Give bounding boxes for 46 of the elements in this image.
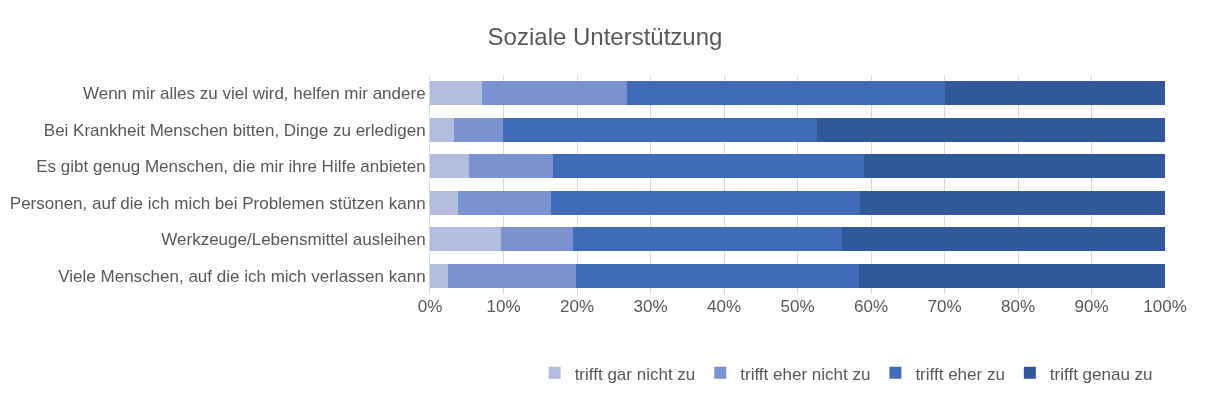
bar	[457, 190, 551, 215]
bar	[454, 117, 503, 142]
legend-label: trifft genau zu	[1049, 364, 1153, 384]
y-tick-label: Es gibt genug Menschen, die mir ihre Hilfe anbieten	[36, 157, 426, 177]
y-tick-label: Werkzeuge/Lebensmittel ausleihen	[161, 230, 426, 250]
x-tick-label: 30%	[633, 297, 668, 316]
bar	[864, 154, 1165, 179]
x-tick-label: 70%	[927, 297, 962, 316]
bar	[858, 263, 1165, 288]
bar	[468, 154, 553, 179]
bar	[501, 227, 574, 252]
bar	[430, 263, 449, 288]
legend-label: trifft gar nicht zu	[574, 364, 696, 384]
bar	[842, 227, 1165, 252]
x-tick-label: 40%	[706, 297, 742, 316]
legend-label: trifft eher zu	[915, 364, 1005, 384]
x-tick-label: 0%	[417, 297, 443, 316]
x-tick-label: 100%	[1143, 297, 1187, 316]
chart-title: Soziale Unterstützung	[487, 22, 723, 50]
bar	[502, 117, 818, 142]
y-tick-label: Viele Menschen, auf die ich mich verlassen kann	[58, 266, 426, 286]
bar	[573, 227, 843, 252]
bar	[550, 190, 860, 215]
bar	[482, 81, 627, 106]
y-tick-label: Personen, auf die ich mich bei Problemen stützen kann	[9, 193, 426, 213]
x-tick-label: 90%	[1074, 297, 1109, 316]
x-tick-label: 10%	[486, 297, 521, 316]
x-tick-label: 80%	[1000, 297, 1036, 316]
bar	[448, 263, 577, 288]
bar	[626, 81, 945, 106]
bar	[430, 190, 458, 215]
x-tick-label: 50%	[780, 297, 815, 316]
bar	[430, 81, 483, 106]
x-tick-label: 60%	[853, 297, 889, 316]
bar	[817, 117, 1165, 142]
bar	[944, 81, 1165, 106]
legend-label: trifft eher nicht zu	[740, 364, 871, 384]
bar	[552, 154, 865, 179]
x-tick-label: 20%	[559, 297, 595, 316]
bar	[430, 227, 502, 252]
y-tick-label: Bei Krankheit Menschen bitten, Dinge zu erledigen	[43, 120, 426, 140]
bar	[430, 154, 469, 179]
bar	[430, 117, 455, 142]
bar	[859, 190, 1165, 215]
bar	[576, 263, 859, 288]
y-tick-label: Wenn mir alles zu viel wird, helfen mir andere	[82, 84, 426, 104]
